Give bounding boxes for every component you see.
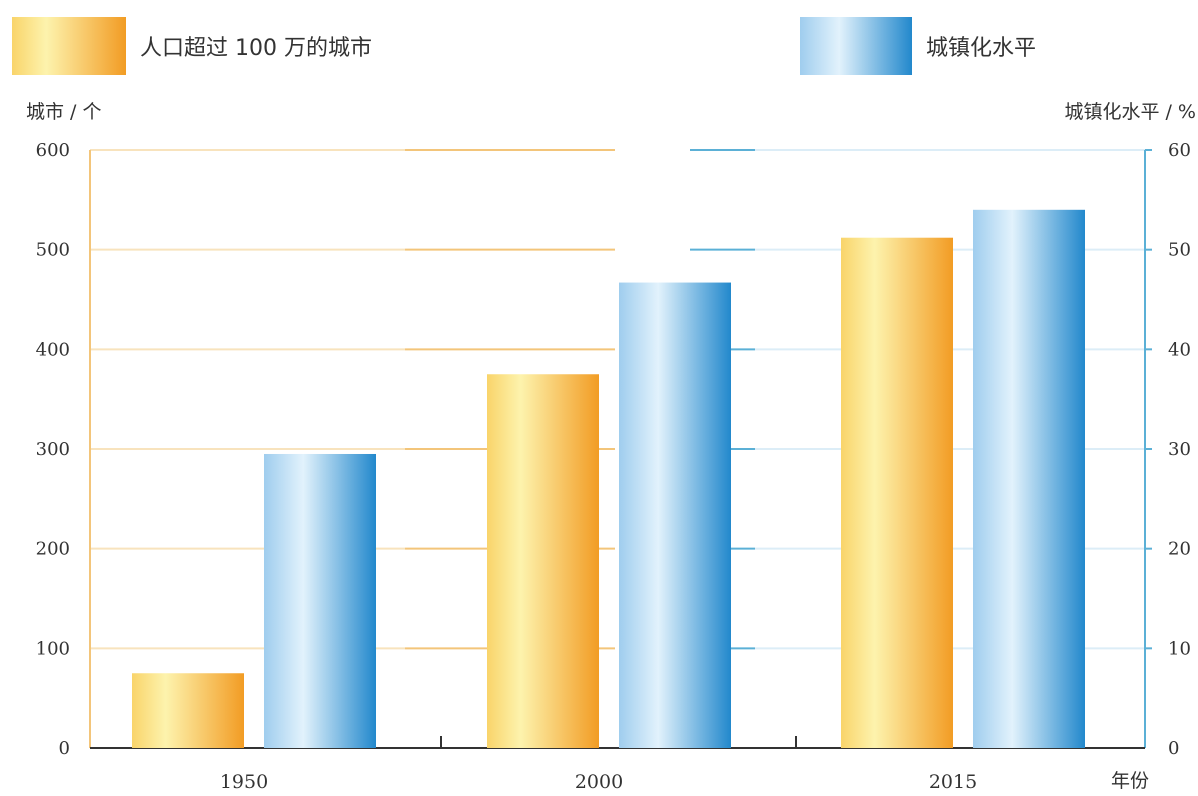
right-tick-label: 50 (1168, 240, 1191, 261)
left-tick-label: 100 (36, 638, 70, 659)
right-tick-label: 0 (1168, 738, 1179, 759)
right-tick-label: 30 (1168, 439, 1191, 460)
legend-label-cities: 人口超过 100 万的城市 (140, 36, 372, 61)
legend-label-urbanization: 城镇化水平 (926, 36, 1036, 61)
x-axis-title: 年份 (1111, 770, 1149, 792)
category-label: 1950 (220, 771, 268, 793)
right-tick-label: 20 (1168, 539, 1191, 560)
bars (132, 209, 1085, 749)
tick-labels: 0 100 200 300 400 500 600 0 10 20 30 40 50 60 1950 2000… (36, 140, 1191, 793)
left-tick-label: 600 (36, 140, 70, 161)
category-label: 2000 (575, 771, 623, 793)
left-tick-label: 300 (36, 439, 70, 460)
bar-cities-2000 (487, 374, 599, 748)
right-tick-label: 60 (1168, 140, 1191, 161)
left-tick-label: 500 (36, 240, 70, 261)
right-axis-title: 城镇化水平 / % (1064, 101, 1196, 123)
bar-cities-2015 (841, 237, 953, 748)
bar-cities-1950 (132, 673, 244, 748)
legend-swatch-urbanization (800, 17, 912, 75)
right-tick-label: 10 (1168, 638, 1191, 659)
legend-swatch-cities (12, 17, 126, 75)
left-tick-label: 400 (36, 339, 70, 360)
left-axis-title: 城市 / 个 (26, 101, 101, 123)
right-tick-label: 40 (1168, 339, 1191, 360)
bar-urbanization-2015 (973, 209, 1085, 749)
bar-urbanization-2000 (619, 282, 731, 748)
legend: 人口超过 100 万的城市 城镇化水平 (12, 17, 1036, 75)
left-tick-label: 0 (59, 738, 70, 759)
category-label: 2015 (929, 771, 977, 793)
bar-urbanization-1950 (264, 453, 376, 748)
left-tick-label: 200 (36, 539, 70, 560)
